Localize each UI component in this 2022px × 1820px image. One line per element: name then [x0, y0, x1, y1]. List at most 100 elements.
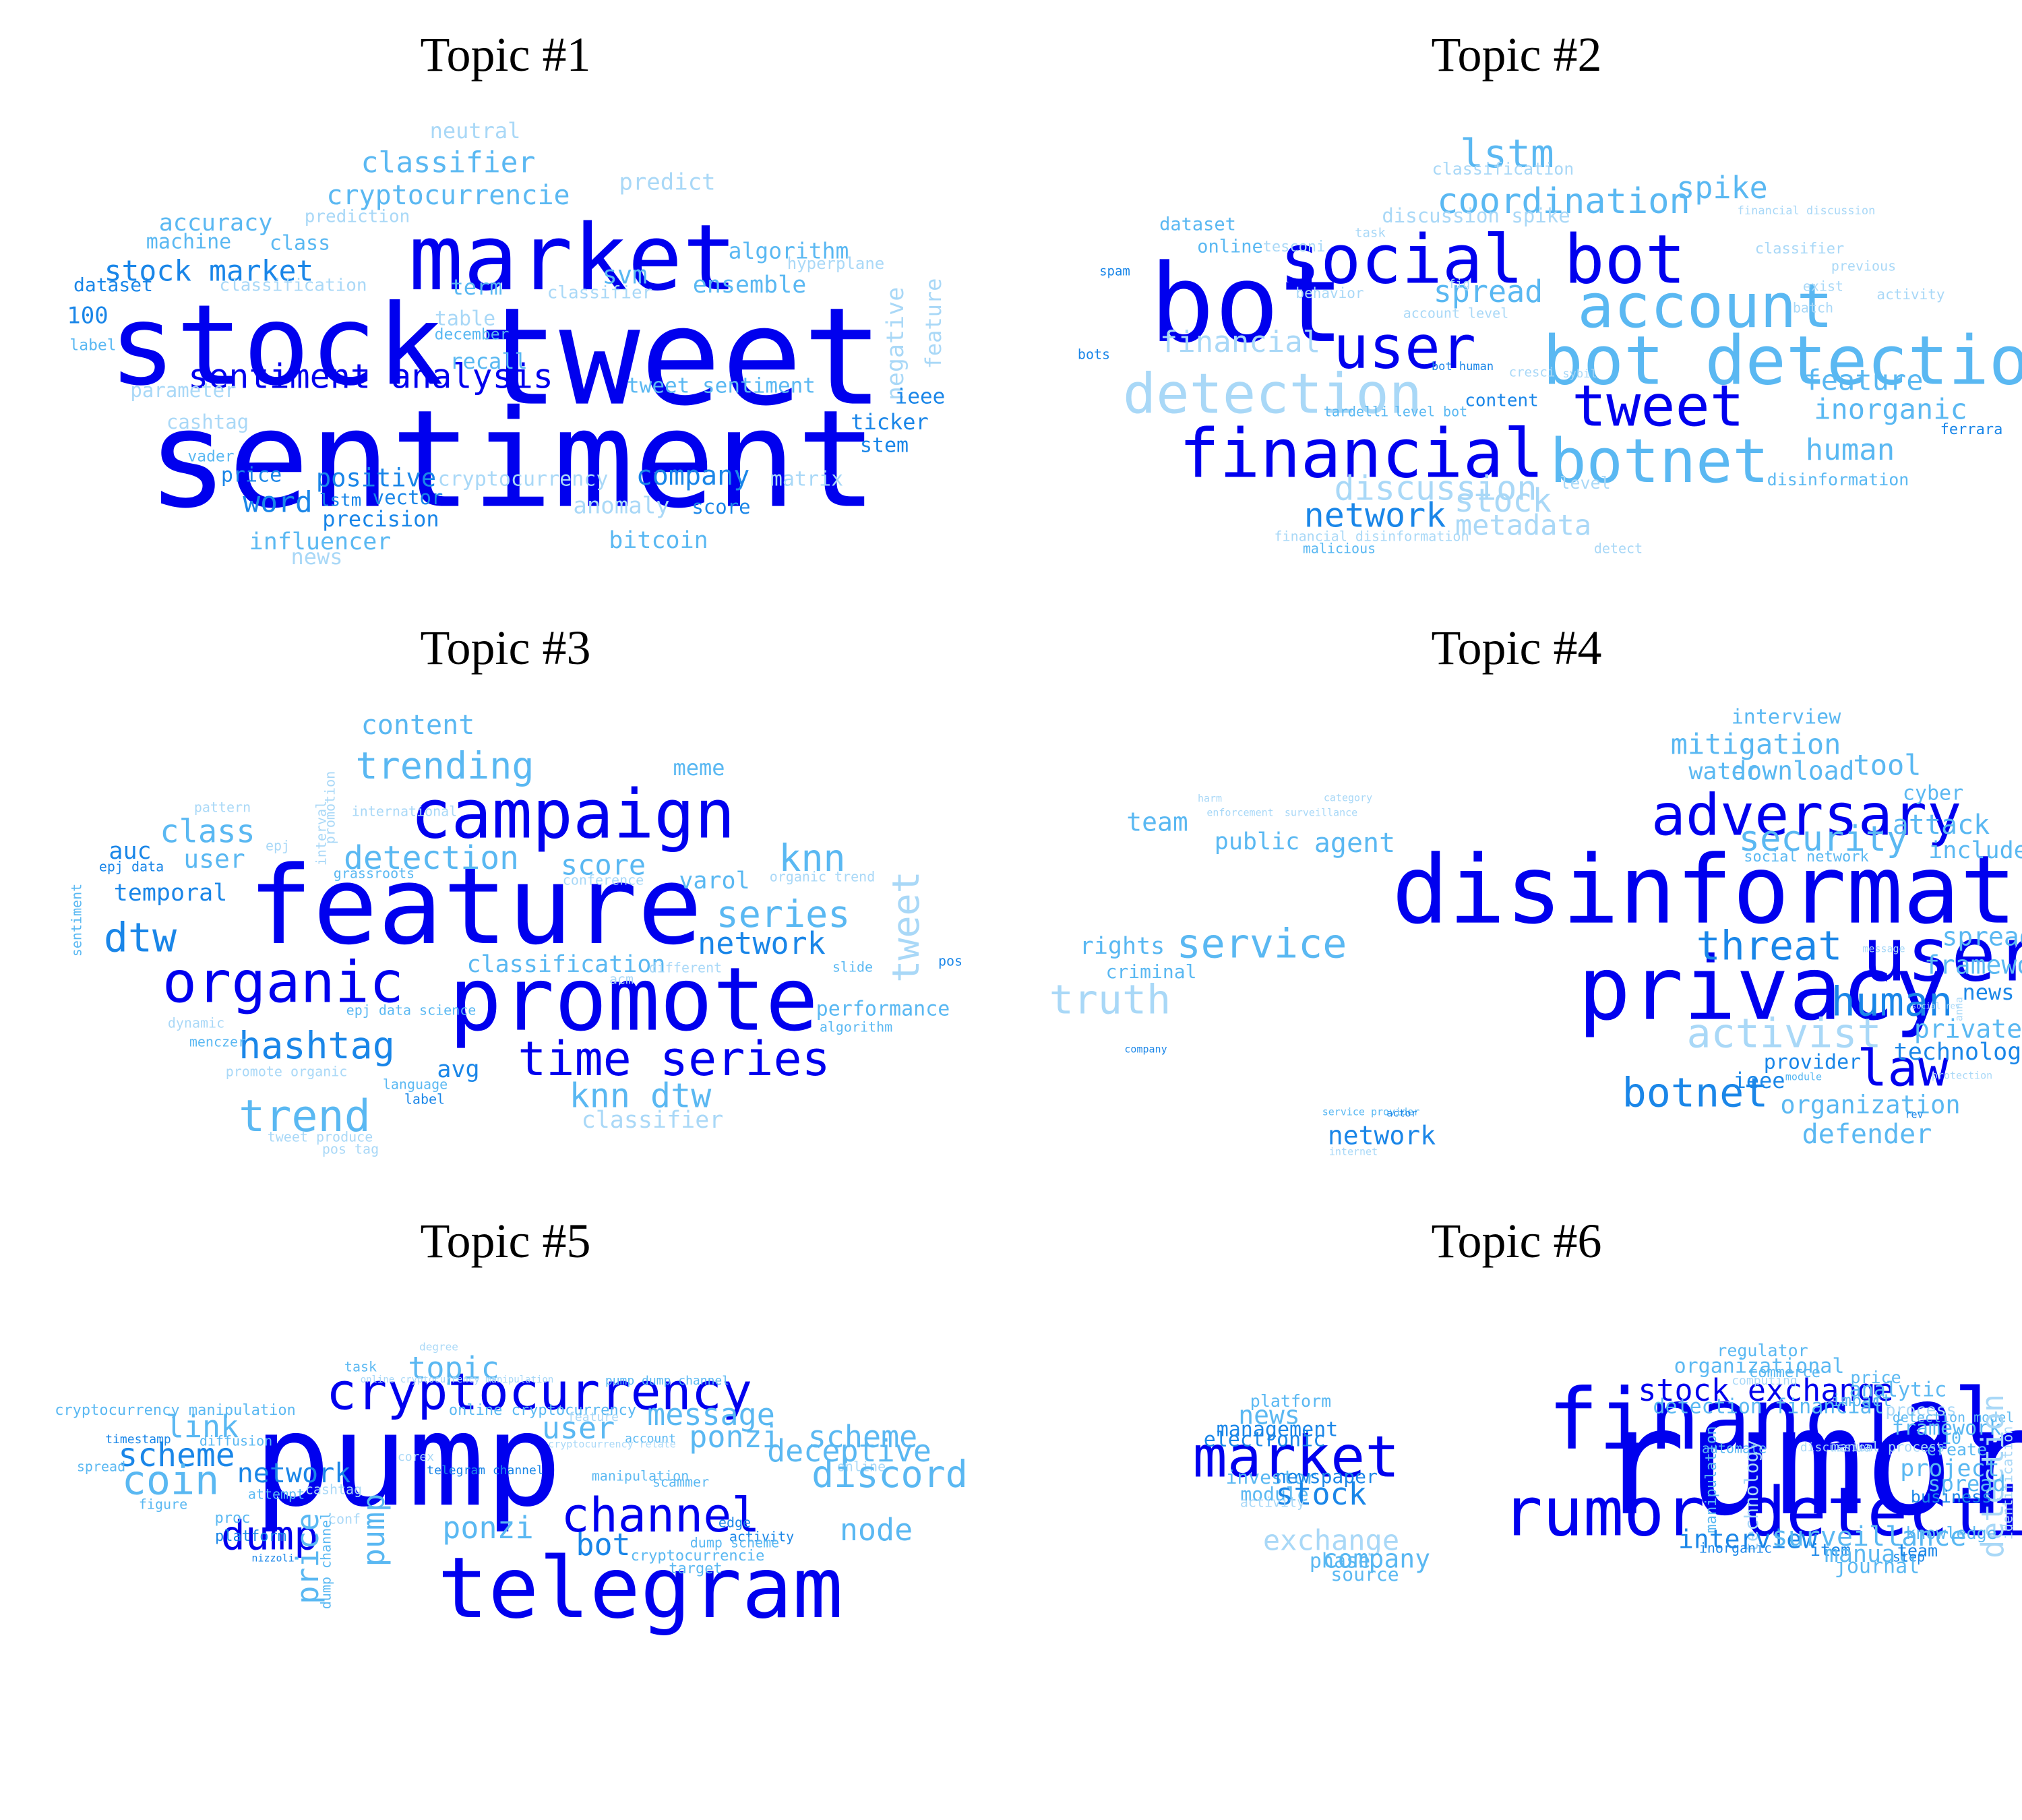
cloud-word: hashtag [239, 1024, 395, 1067]
cloud-word: dump channel [318, 1512, 334, 1610]
cloud-word: company [1124, 1043, 1167, 1056]
cloud-word: network [1328, 1121, 1436, 1151]
cloud-word: disinformation [1767, 470, 1909, 489]
cloud-word: phase [1310, 1550, 1370, 1573]
cloud-word: user [542, 1410, 615, 1446]
topic-title: Topic #6 [1431, 1214, 1602, 1268]
topic-panel-4: Topic #4 disinformationprivacyuser advers… [1011, 593, 2022, 1186]
cloud-word: scheme [118, 1436, 235, 1474]
cloud-word: detection [344, 839, 519, 877]
cloud-word: class [160, 814, 255, 851]
cloud-word: spread [1434, 274, 1543, 309]
cloud-word: promotion [322, 771, 338, 844]
cloud-word: tweet [884, 871, 927, 983]
cloud-word: classifier [547, 283, 653, 303]
cloud-word: algorithm [729, 238, 849, 264]
cloud-word: knowledge [1905, 1523, 1996, 1543]
cloud-word: cryptocurrencie [631, 1548, 765, 1565]
cloud-word: service provider [1322, 1106, 1420, 1118]
cloud-word: behavior [1295, 285, 1364, 301]
cloud-word: diffusion [200, 1433, 272, 1449]
cloud-word: human [1806, 433, 1895, 467]
cloud-word: discord [811, 1453, 968, 1496]
cloud-word: sybil [1562, 367, 1597, 381]
cloud-word: price [221, 464, 282, 487]
word-cloud: disinformationprivacyuser adversary law int… [1049, 706, 2022, 1158]
cloud-word: defender [1802, 1119, 1932, 1150]
cloud-word: tool [1853, 749, 1921, 782]
cloud-word: pump dump channel [605, 1374, 729, 1388]
cloud-word: acm [609, 971, 634, 988]
cloud-word: scammer [652, 1474, 709, 1490]
cloud-word: dump [221, 1513, 319, 1560]
cloud-word: task [1355, 226, 1386, 241]
cloud-word: water [1688, 758, 1759, 785]
cloud-word: interview [1678, 1525, 1817, 1554]
cloud-word: machine [146, 231, 231, 254]
cloud-word: create [1926, 1440, 1987, 1459]
cloud-word: pump [253, 1386, 562, 1535]
cloud-word: international [352, 803, 458, 820]
cloud-word: coin [122, 1457, 220, 1505]
cloud-word: edge [718, 1515, 751, 1531]
cloud-word: interview [1732, 706, 1841, 729]
cloud-word: network [237, 1458, 351, 1489]
cloud-word: neutral [430, 118, 521, 144]
cloud-word: ferrara [1940, 421, 2003, 438]
cloud-word: label [404, 1091, 445, 1108]
cloud-word: inorganic [1814, 393, 1967, 426]
cloud-word: module [1785, 1071, 1822, 1083]
cloud-word: epj data science [346, 1002, 477, 1019]
cloud-word: service [1177, 921, 1347, 968]
cloud-word: public [1215, 828, 1299, 855]
cloud-word: dynamic [168, 1015, 224, 1031]
cloud-word: stem [860, 434, 909, 458]
cloud-word: spread [77, 1459, 125, 1475]
cloud-word: news [1238, 1401, 1300, 1430]
cloud-word: label [69, 337, 116, 355]
cloud-word: manual [1825, 1541, 1909, 1568]
cloud-word: 100 [67, 303, 108, 330]
cloud-word: team [1897, 1541, 1938, 1560]
cloud-word: user [1333, 313, 1476, 382]
cloud-word: negative [882, 287, 909, 401]
topic-panel-1: Topic #1 sentiment tweet stock market sentim… [0, 0, 1011, 593]
cloud-word: journal [1835, 1555, 1920, 1579]
cloud-word: rights [1080, 933, 1165, 960]
cloud-word: ensemble [693, 272, 807, 299]
cloud-word: category [1324, 792, 1372, 804]
cloud-word: channel [561, 1488, 760, 1543]
cloud-word: agent [1314, 828, 1395, 859]
cloud-word: account level [1403, 305, 1509, 322]
cloud-word: campaign [410, 775, 735, 853]
cloud-word: telegram channel [427, 1463, 543, 1478]
cloud-word: discussion spike [1382, 204, 1570, 227]
cloud-word: bot detection [1543, 321, 2022, 400]
cloud-word: electronic [1204, 1428, 1326, 1452]
cloud-word: score [692, 495, 750, 518]
cloud-word: organizational [1674, 1355, 1845, 1378]
topic-title: Topic #5 [420, 1214, 591, 1268]
cloud-word: cryptocurrency relate [548, 1438, 676, 1451]
cloud-word: tweet sentiment [627, 374, 816, 398]
cloud-word: sentiment analysis [188, 357, 553, 396]
cloud-word: series [716, 892, 851, 936]
cloud-word: scheme [808, 1419, 918, 1455]
cloud-word: tweet [478, 279, 884, 436]
cloud-word: stock exchange [1638, 1372, 1893, 1408]
cloud-word: news [290, 544, 342, 570]
cloud-word: performance [816, 998, 950, 1021]
cloud-word: privacy [1578, 938, 1947, 1040]
cloud-word: feature [248, 843, 702, 969]
cloud-word: market [408, 205, 737, 311]
cloud-word: activist [1687, 1010, 1882, 1058]
cloud-word: automate [1702, 1440, 1767, 1457]
topic-panel-5: Topic #5 pump telegram cryptocurrency chann… [0, 1186, 1011, 1820]
cloud-word: tesconi [1263, 239, 1326, 255]
cloud-word: process [1885, 1400, 1956, 1420]
cloud-word: recall [450, 348, 528, 374]
cloud-word: score [561, 849, 646, 882]
cloud-word: online [837, 1459, 886, 1475]
cloud-word: manipulation [592, 1468, 690, 1484]
cloud-word: coordination [1437, 181, 1690, 222]
